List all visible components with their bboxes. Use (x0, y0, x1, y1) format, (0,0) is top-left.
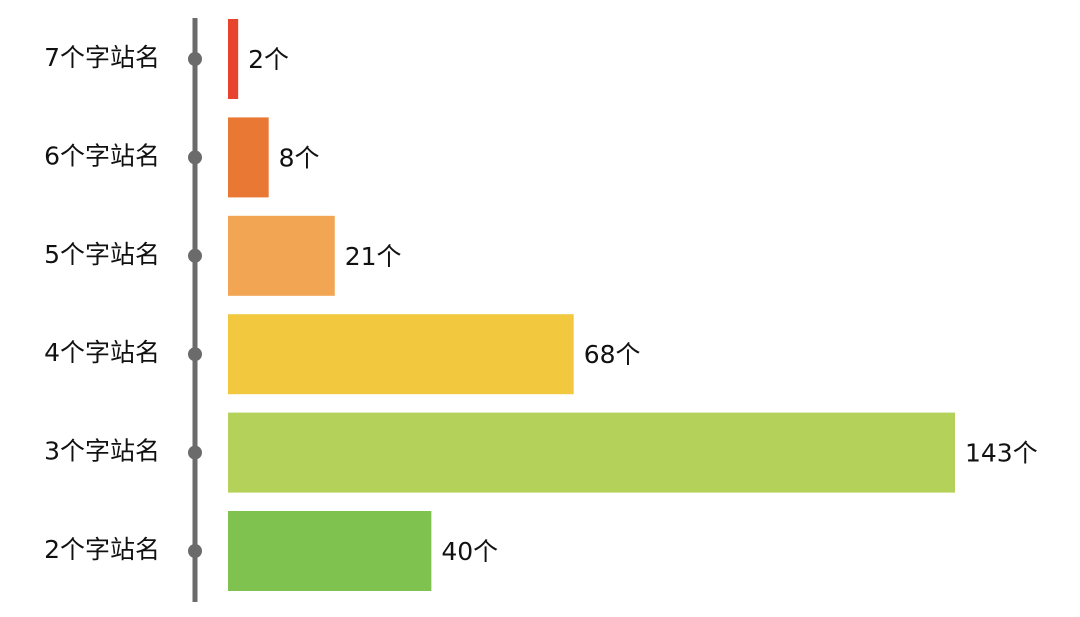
bar (228, 412, 955, 493)
value-label: 21个 (345, 242, 402, 271)
category-label: 3个字站名 (44, 437, 160, 466)
bar (228, 215, 335, 296)
value-label: 143个 (965, 439, 1038, 468)
category-label: 5个字站名 (44, 240, 160, 269)
category-label: 2个字站名 (44, 535, 160, 564)
axis-dot (188, 347, 202, 362)
axis-dot (188, 248, 202, 263)
bar (228, 117, 269, 198)
value-label: 40个 (441, 537, 498, 566)
category-label: 4个字站名 (44, 338, 160, 367)
category-label: 6个字站名 (44, 141, 160, 170)
axis-dot (188, 445, 202, 460)
axis-dot (188, 544, 202, 558)
value-label: 68个 (584, 340, 641, 369)
value-label: 2个 (248, 45, 289, 74)
bar (228, 314, 574, 395)
value-label: 8个 (279, 143, 320, 172)
bar (228, 511, 432, 591)
axis-dot (188, 52, 202, 66)
category-label: 7个字站名 (44, 43, 160, 72)
bar (228, 19, 239, 99)
axis-dot (188, 150, 202, 165)
